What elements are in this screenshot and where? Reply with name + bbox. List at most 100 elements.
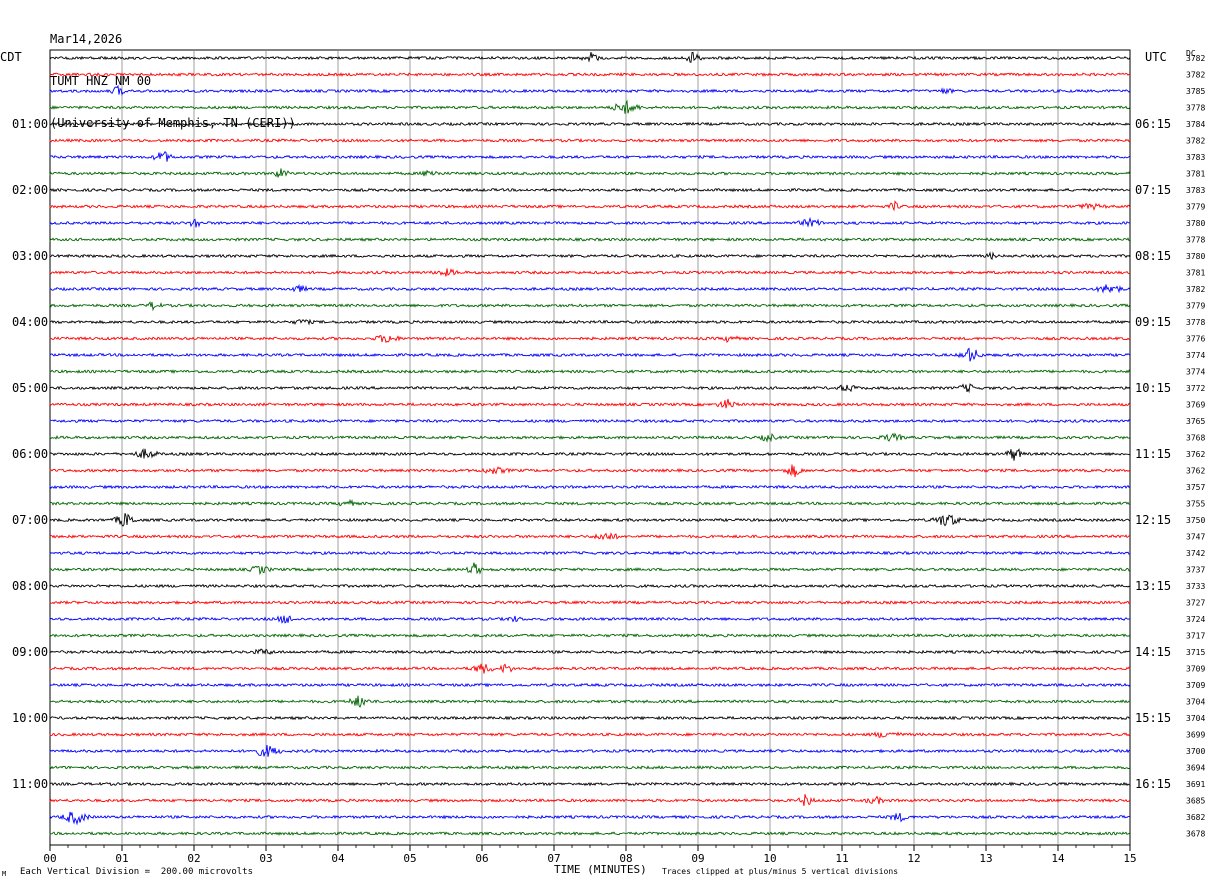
trace-dc-offset-label: 3780 — [1186, 252, 1205, 261]
left-hour-label: 02:00 — [12, 183, 48, 197]
seismic-trace — [49, 283, 1131, 294]
left-hour-label: 10:00 — [12, 711, 48, 725]
seismic-trace — [49, 464, 1131, 478]
trace-dc-offset-label: 3779 — [1186, 302, 1205, 311]
trace-dc-offset-label: 3737 — [1186, 566, 1205, 575]
trace-dc-offset-label: 3781 — [1186, 170, 1205, 179]
trace-dc-offset-label: 3709 — [1186, 665, 1205, 674]
x-tick-label: 03 — [259, 852, 272, 865]
left-hour-label: 07:00 — [12, 513, 48, 527]
seismic-trace — [49, 532, 1131, 541]
seismic-trace — [49, 398, 1131, 409]
trace-dc-offset-label: 3785 — [1186, 87, 1205, 96]
trace-dc-offset-label: 3778 — [1186, 318, 1205, 327]
seismic-trace — [49, 137, 1131, 143]
right-hour-label: 14:15 — [1135, 645, 1171, 659]
seismic-trace — [49, 562, 1131, 576]
right-hour-label: 12:15 — [1135, 513, 1171, 527]
trace-dc-offset-label: 3780 — [1186, 219, 1205, 228]
seismic-trace — [49, 513, 1131, 527]
trace-dc-offset-label: 3778 — [1186, 104, 1205, 113]
seismic-trace — [49, 550, 1131, 556]
seismic-trace — [49, 715, 1131, 721]
dc-label: DC — [1186, 49, 1196, 58]
trace-dc-offset-label: 3783 — [1186, 153, 1205, 162]
seismic-trace — [49, 369, 1131, 374]
trace-dc-offset-label: 3774 — [1186, 351, 1205, 360]
trace-dc-offset-label: 3772 — [1186, 384, 1205, 393]
trace-dc-offset-label: 3717 — [1186, 632, 1205, 641]
seismic-trace — [49, 347, 1131, 362]
trace-dc-offset-label: 3781 — [1186, 269, 1205, 278]
trace-dc-offset-label: 3768 — [1186, 434, 1205, 443]
trace-dc-offset-label: 3678 — [1186, 830, 1205, 839]
seismic-trace — [49, 268, 1131, 277]
seismic-trace — [49, 695, 1131, 708]
seismic-trace — [49, 484, 1131, 490]
trace-dc-offset-label: 3769 — [1186, 401, 1205, 410]
trace-dc-offset-label: 3742 — [1186, 549, 1205, 558]
seismic-trace — [49, 781, 1131, 787]
x-tick-label: 02 — [187, 852, 200, 865]
x-tick-label: 14 — [1051, 852, 1065, 865]
left-hour-label: 04:00 — [12, 315, 48, 329]
right-hour-label: 08:15 — [1135, 249, 1171, 263]
seismic-trace — [49, 334, 1131, 344]
x-tick-label: 07 — [547, 852, 560, 865]
seismic-trace — [49, 794, 1131, 806]
left-hour-label: 11:00 — [12, 777, 48, 791]
seismic-trace — [49, 383, 1131, 394]
scale-note: Each Vertical Division = 200.00 microvol… — [20, 867, 253, 877]
right-hour-label: 10:15 — [1135, 381, 1171, 395]
x-tick-label: 00 — [43, 852, 56, 865]
trace-dc-offset-label: 3724 — [1186, 615, 1205, 624]
seismic-trace — [49, 498, 1131, 507]
x-tick-label: 01 — [115, 852, 128, 865]
trace-dc-offset-label: 3704 — [1186, 714, 1205, 723]
date-label: Mar14,2026 — [50, 32, 123, 46]
trace-dc-offset-label: 3733 — [1186, 582, 1205, 591]
x-tick-label: 04 — [331, 852, 345, 865]
x-tick-label: 05 — [403, 852, 416, 865]
clip-note: Traces clipped at plus/minus 5 vertical … — [662, 867, 899, 876]
trace-dc-offset-label: 3783 — [1186, 186, 1205, 195]
seismic-trace — [49, 187, 1131, 193]
right-hour-label: 11:15 — [1135, 447, 1171, 461]
seismic-trace — [49, 216, 1131, 228]
left-hour-label: 08:00 — [12, 579, 48, 593]
trace-dc-offset-label: 3782 — [1186, 137, 1205, 146]
trace-dc-offset-label: 3778 — [1186, 236, 1205, 245]
seismic-trace — [49, 600, 1131, 605]
seismic-trace — [49, 237, 1131, 243]
seismic-trace — [49, 72, 1131, 77]
seismic-trace — [49, 200, 1131, 212]
trace-dc-offset-label: 3747 — [1186, 533, 1205, 542]
x-tick-label: 09 — [691, 852, 704, 865]
seismic-trace — [49, 151, 1131, 162]
seismic-trace — [49, 765, 1131, 770]
left-hour-label: 09:00 — [12, 645, 48, 659]
corner-mark: M — [2, 870, 7, 878]
seismic-trace — [49, 168, 1131, 178]
x-axis-title: TIME (MINUTES) — [554, 863, 647, 876]
x-tick-label: 08 — [619, 852, 632, 865]
seismic-trace — [49, 432, 1131, 443]
trace-dc-offset-label: 3779 — [1186, 203, 1205, 212]
seismic-trace — [49, 84, 1131, 96]
trace-dc-offset-label: 3762 — [1186, 450, 1205, 459]
seismic-trace — [49, 648, 1131, 655]
trace-dc-offset-label: 3755 — [1186, 500, 1205, 509]
seismic-trace — [49, 318, 1131, 326]
seismic-trace — [49, 663, 1131, 674]
trace-dc-offset-label: 3699 — [1186, 731, 1205, 740]
trace-dc-offset-label: 3682 — [1186, 813, 1205, 822]
x-tick-label: 15 — [1123, 852, 1136, 865]
left-hour-label: 06:00 — [12, 447, 48, 461]
trace-dc-offset-label: 3762 — [1186, 467, 1205, 476]
trace-dc-offset-label: 3694 — [1186, 764, 1205, 773]
seismic-trace — [49, 745, 1131, 757]
seismic-trace — [49, 731, 1131, 738]
right-hour-label: 07:15 — [1135, 183, 1171, 197]
seismic-trace — [49, 615, 1131, 624]
